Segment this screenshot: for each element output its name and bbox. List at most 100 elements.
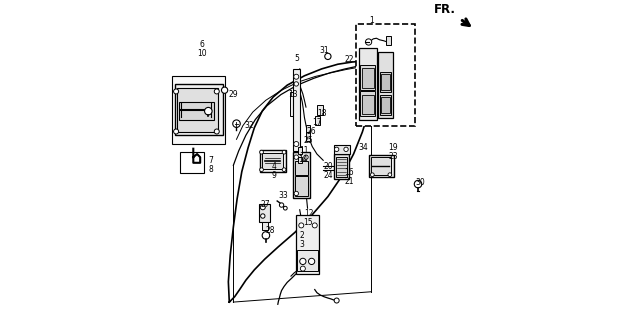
Circle shape <box>301 266 305 271</box>
Text: 21: 21 <box>345 177 354 186</box>
Circle shape <box>233 120 240 127</box>
Circle shape <box>294 82 299 86</box>
Circle shape <box>414 180 422 188</box>
Text: 18: 18 <box>317 109 326 118</box>
Bar <box>260 150 286 172</box>
Text: 32: 32 <box>244 121 254 130</box>
Bar <box>177 88 218 132</box>
Circle shape <box>344 147 348 152</box>
Circle shape <box>304 155 308 159</box>
Text: 1: 1 <box>369 16 373 25</box>
Text: 2: 2 <box>300 231 304 240</box>
Circle shape <box>371 173 374 177</box>
Text: 25: 25 <box>304 136 313 145</box>
Text: 12: 12 <box>304 209 313 218</box>
Circle shape <box>334 147 339 152</box>
Bar <box>297 251 318 271</box>
Bar <box>172 76 225 144</box>
Bar <box>362 68 373 88</box>
Bar <box>317 105 322 115</box>
Bar <box>295 161 308 175</box>
Text: 20: 20 <box>324 162 333 171</box>
Text: 13: 13 <box>288 90 297 99</box>
Bar <box>359 48 377 120</box>
Bar <box>386 36 391 45</box>
Circle shape <box>282 168 286 172</box>
Circle shape <box>294 141 299 147</box>
Circle shape <box>283 206 287 210</box>
Text: 17: 17 <box>312 118 322 127</box>
Text: 3: 3 <box>300 240 304 249</box>
Text: 10: 10 <box>197 49 207 58</box>
Text: 16: 16 <box>345 168 354 177</box>
Text: 26: 26 <box>306 127 316 136</box>
Text: 11: 11 <box>299 146 308 155</box>
Circle shape <box>299 223 304 228</box>
Circle shape <box>366 39 372 45</box>
Circle shape <box>204 108 212 115</box>
Text: 7: 7 <box>208 156 213 165</box>
Text: 27: 27 <box>261 200 270 209</box>
Bar <box>369 155 394 177</box>
Circle shape <box>294 74 299 79</box>
Circle shape <box>300 258 306 265</box>
Circle shape <box>312 223 317 228</box>
Text: FR.: FR. <box>434 3 456 16</box>
Circle shape <box>294 191 299 196</box>
Bar <box>371 157 391 175</box>
Bar <box>262 153 283 169</box>
Text: 31: 31 <box>319 46 329 55</box>
Bar <box>180 152 204 173</box>
Bar <box>298 156 301 163</box>
Bar <box>356 24 415 126</box>
Text: 5: 5 <box>294 54 299 63</box>
Circle shape <box>214 129 219 134</box>
Bar <box>306 132 310 141</box>
Text: 29: 29 <box>229 90 238 99</box>
Circle shape <box>173 129 178 134</box>
Bar <box>380 72 391 92</box>
Text: 24: 24 <box>324 171 333 180</box>
Bar <box>298 147 301 154</box>
Bar <box>306 124 310 132</box>
Bar <box>296 215 319 274</box>
Bar <box>293 152 310 198</box>
Text: 23: 23 <box>388 152 398 161</box>
Bar <box>360 65 375 90</box>
Circle shape <box>222 87 228 93</box>
Circle shape <box>294 155 299 159</box>
Text: 15: 15 <box>304 219 313 228</box>
Circle shape <box>280 203 283 207</box>
Circle shape <box>262 232 269 239</box>
Circle shape <box>173 89 178 94</box>
Circle shape <box>334 298 339 303</box>
Bar <box>290 92 297 116</box>
Circle shape <box>388 173 392 177</box>
Bar <box>293 69 300 151</box>
Circle shape <box>282 150 286 154</box>
Bar <box>175 84 223 135</box>
Bar <box>295 176 308 196</box>
Text: 4: 4 <box>271 162 276 171</box>
Bar <box>179 102 213 120</box>
Text: 19: 19 <box>388 143 398 152</box>
Text: 30: 30 <box>415 178 425 187</box>
Text: 34: 34 <box>358 143 368 152</box>
Text: 8: 8 <box>208 164 213 173</box>
Text: 33: 33 <box>278 191 289 200</box>
Circle shape <box>261 214 265 218</box>
Text: 14: 14 <box>299 155 308 164</box>
Circle shape <box>308 258 315 265</box>
Circle shape <box>214 89 219 94</box>
Circle shape <box>260 150 264 154</box>
Bar <box>360 92 375 116</box>
Bar <box>334 145 350 154</box>
Text: 22: 22 <box>345 55 354 64</box>
Text: 9: 9 <box>271 171 276 180</box>
Circle shape <box>261 205 265 210</box>
Bar <box>336 156 347 177</box>
Bar <box>380 95 391 115</box>
Bar <box>362 95 373 114</box>
Text: 28: 28 <box>265 226 275 235</box>
Bar <box>378 52 393 118</box>
